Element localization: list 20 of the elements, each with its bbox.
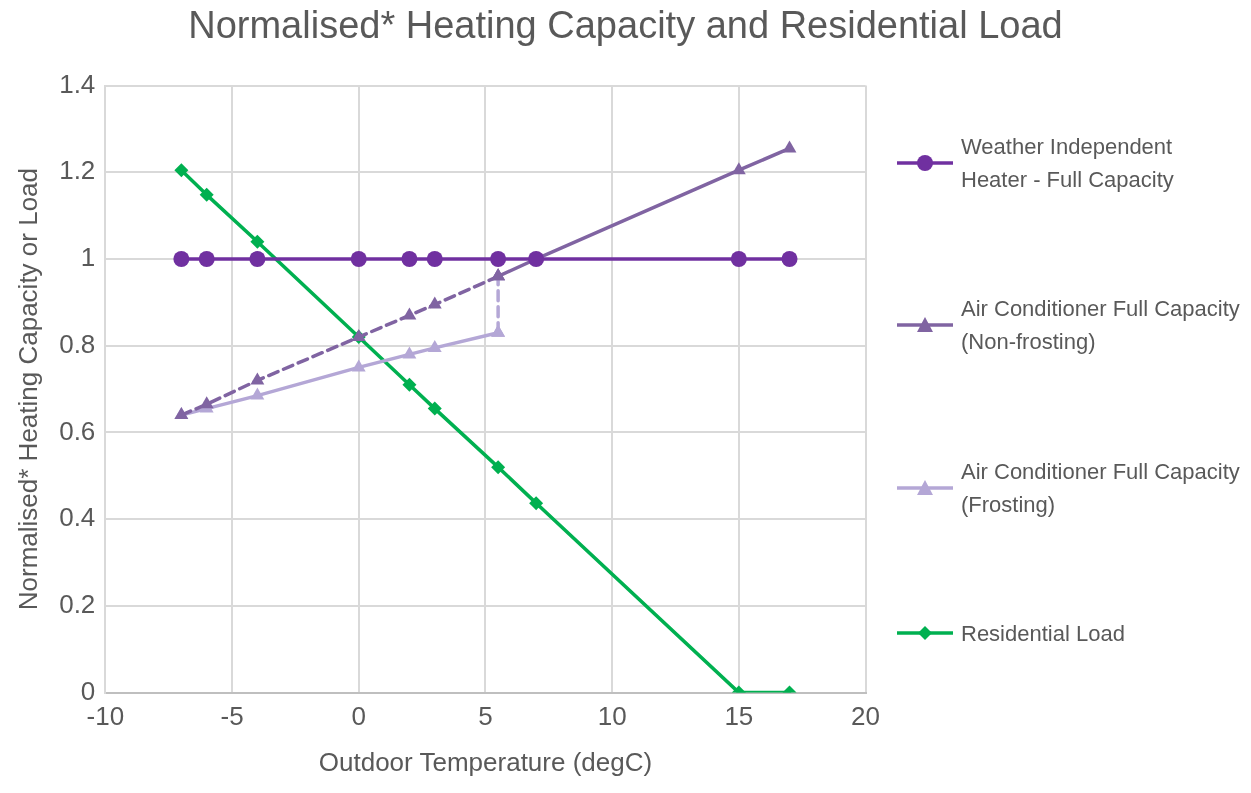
y-tick-label: 1.2 xyxy=(59,155,96,186)
legend-label: Weather Independent Heater - Full Capacity xyxy=(961,133,1175,194)
y-tick-label: 1 xyxy=(80,242,96,273)
x-axis-title: Outdoor Temperature (degC) xyxy=(318,746,653,777)
x-tick-label: 15 xyxy=(724,701,754,732)
chart-title: Normalised* Heating Capacity and Residential Load xyxy=(187,4,1064,47)
x-tick-label: 20 xyxy=(851,701,880,732)
y-tick-label: 0.2 xyxy=(59,589,96,620)
y-axis-title: Normalised* Heating Capacity or Load xyxy=(12,167,43,611)
x-tick-label: -5 xyxy=(220,701,244,732)
legend-label: Air Conditioner Full Capacity (Non-frosting) xyxy=(961,295,1241,357)
x-tick-label: 0 xyxy=(351,701,366,732)
y-tick-label: 0.8 xyxy=(59,328,96,359)
y-tick-label: 1.4 xyxy=(59,68,96,99)
legend-label: Residential Load xyxy=(961,620,1125,648)
x-tick-label: 10 xyxy=(597,701,627,732)
y-tick-label: 0.4 xyxy=(59,502,96,533)
x-tick-label: 5 xyxy=(478,701,493,732)
legend-label: Air Conditioner Full Capacity (Frosting) xyxy=(961,457,1241,519)
y-tick-label: 0.6 xyxy=(59,415,96,446)
